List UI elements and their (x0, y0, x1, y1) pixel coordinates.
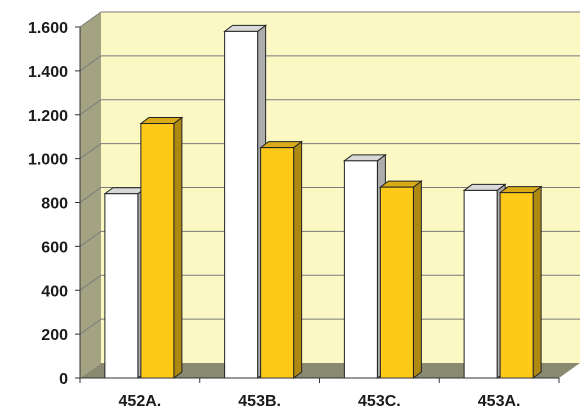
bar-side (412, 180, 422, 379)
bar-side (532, 185, 542, 379)
x-tick-label: 453B. (238, 393, 281, 410)
y-tick-label: 600 (41, 239, 68, 256)
gridline-side (79, 143, 102, 160)
bars (103, 24, 543, 379)
gridline-side (79, 55, 102, 72)
bar (343, 160, 378, 379)
y-tick-label: 800 (41, 196, 68, 213)
bar-top (259, 141, 304, 149)
bar (104, 193, 139, 379)
gridline-side (79, 99, 102, 116)
gridline-side (79, 11, 102, 28)
bar-top (462, 183, 507, 191)
bar-side (173, 116, 183, 379)
bar (499, 192, 534, 379)
bar (379, 186, 414, 379)
floor (80, 363, 580, 378)
x-axis-labels: 452A. 453B. 453C. 453A. (79, 378, 560, 410)
x-tick-label: 452A. (119, 393, 162, 410)
y-tick-label: 1.600 (28, 20, 68, 37)
bar (260, 147, 295, 379)
bar-top (378, 180, 423, 188)
gridline-side (79, 230, 102, 247)
bar-top (139, 117, 184, 125)
y-tick-label: 400 (41, 283, 68, 300)
bar-top (103, 187, 148, 195)
y-tick-label: 0 (59, 371, 68, 388)
bar-top (342, 154, 387, 162)
y-tick-label: 1.400 (28, 64, 68, 81)
gridline-side (79, 187, 102, 203)
bar (140, 123, 175, 379)
bar (224, 30, 259, 379)
bar-side (293, 140, 303, 379)
bar-top (498, 186, 543, 194)
gridline-side (79, 318, 102, 335)
bar (463, 189, 498, 379)
y-tick-label: 1.200 (28, 108, 68, 125)
y-tick-label: 1.000 (28, 152, 68, 169)
gridline-side (79, 274, 102, 291)
x-tick-label: 453C. (358, 393, 401, 410)
bar-top (223, 24, 268, 32)
y-tick-label: 200 (41, 327, 68, 344)
x-tick-label: 453A. (478, 393, 521, 410)
